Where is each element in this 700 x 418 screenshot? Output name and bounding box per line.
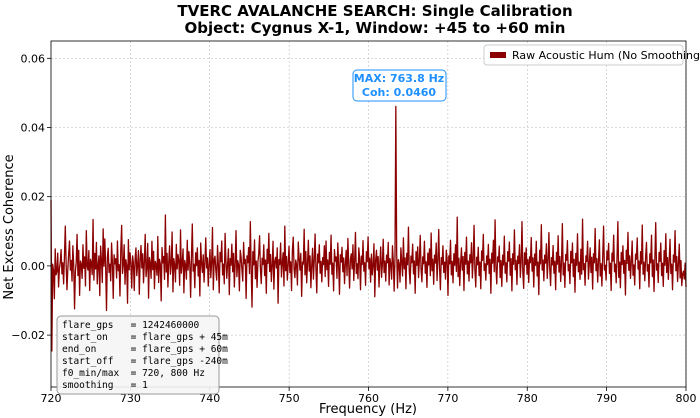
y-tick-label: 0.04 [21, 122, 46, 135]
series-group [50, 105, 687, 352]
parameters-line-1: flare_gps = 1242460000 [62, 320, 200, 331]
x-tick-label: 750 [279, 392, 300, 405]
parameters-line-6: smoothing = 1 [62, 380, 148, 391]
peak-annotation-line-2: Coh: 0.0460 [362, 86, 436, 99]
y-tick-label: 0.02 [21, 191, 46, 204]
x-tick-label: 800 [676, 392, 697, 405]
chart-title: TVERC AVALANCHE SEARCH: Single Calibrati… [177, 2, 572, 20]
peak-annotation-line-1: MAX: 763.8 Hz [354, 72, 444, 85]
y-tick-label: −0.02 [11, 329, 45, 342]
x-tick-label: 770 [437, 392, 458, 405]
y-axis-label: Net Excess Coherence [2, 154, 17, 299]
x-axis-label: Frequency (Hz) [319, 402, 417, 417]
x-tick-label: 780 [517, 392, 538, 405]
parameters-box-frame [56, 315, 220, 395]
y-tick-label: 0.00 [21, 260, 46, 273]
y-tick-label: 0.06 [21, 52, 46, 65]
parameters-line-2: start_on = flare_gps + 45m [62, 332, 228, 343]
series-line [50, 105, 687, 352]
legend: Raw Acoustic Hum (No Smoothing) [483, 44, 700, 66]
legend-box [483, 44, 684, 66]
x-axis-ticks: 720 730 740 750 760 770 780 790 800 [41, 387, 697, 405]
x-tick-label: 790 [596, 392, 617, 405]
parameters-box: flare_gps = 1242460000 start_on = flare_… [56, 315, 228, 395]
legend-swatch [490, 52, 506, 58]
y-axis-ticks: −0.02 0.00 0.02 0.04 0.06 [11, 52, 51, 342]
chart-subtitle: Object: Cygnus X-1, Window: +45 to +60 m… [184, 19, 565, 37]
legend-label: Raw Acoustic Hum (No Smoothing) [512, 49, 700, 62]
x-tick-label: 730 [120, 392, 141, 405]
parameters-line-4: start_off = flare_gps -240m [62, 356, 228, 367]
parameters-line-5: f0_min/max = 720, 800 Hz [62, 368, 205, 379]
x-tick-label: 720 [41, 392, 62, 405]
x-tick-label: 740 [199, 392, 220, 405]
peak-annotation: MAX: 763.8 Hz Coh: 0.0460 [352, 69, 447, 102]
parameters-line-3: end_on = flare_gps + 60m [62, 344, 228, 355]
x-tick-label: 760 [358, 392, 379, 405]
peak-annotation-box [352, 69, 447, 102]
